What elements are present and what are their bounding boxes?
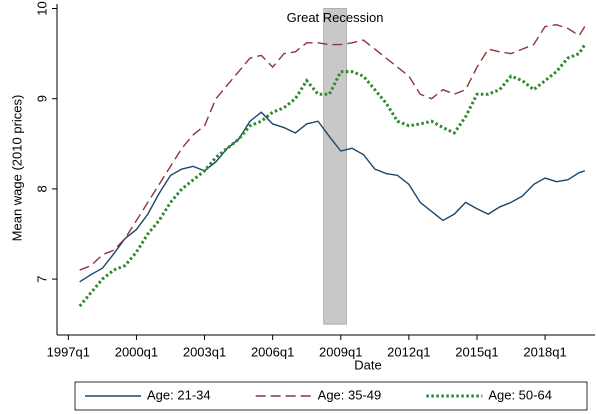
- x-tick-label: 2006q1: [251, 344, 294, 359]
- y-tick-label: 10: [34, 1, 49, 15]
- x-tick-label: 2015q1: [455, 344, 498, 359]
- y-tick-label: 9: [34, 95, 49, 102]
- legend-label: Age: 21-34: [147, 387, 211, 402]
- legend-label: Age: 35-49: [318, 387, 382, 402]
- annotation: Great Recession: [287, 10, 384, 25]
- x-tick-label: 2009q1: [319, 344, 362, 359]
- y-axis-label: Mean wage (2010 prices): [9, 95, 24, 242]
- x-tick-label: 2012q1: [387, 344, 430, 359]
- x-tick-label: 2003q1: [183, 344, 226, 359]
- x-axis-label: Date: [354, 357, 381, 372]
- y-tick-label: 7: [34, 275, 49, 282]
- legend-label: Age: 50-64: [488, 387, 552, 402]
- line: [79, 111, 585, 283]
- y-tick-label: 8: [34, 185, 49, 192]
- legend-box: [74, 381, 588, 411]
- x-tick-label: 2018q1: [523, 344, 566, 359]
- x-tick-label: 2000q1: [115, 344, 158, 359]
- line: [79, 24, 586, 271]
- recession-band: [323, 8, 347, 325]
- line: [78, 43, 587, 308]
- x-tick-label: 1997q1: [47, 344, 90, 359]
